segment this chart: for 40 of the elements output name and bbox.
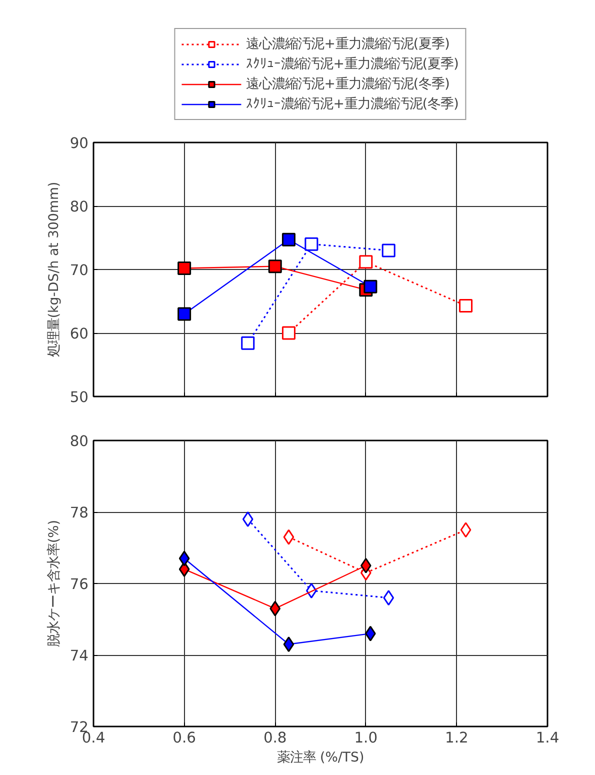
point: [304, 237, 318, 251]
point: [383, 590, 394, 606]
y-tick-label: 90: [70, 135, 89, 152]
point: [178, 307, 192, 321]
point: [178, 261, 192, 275]
point: [364, 280, 378, 294]
legend-label: 遠心濃縮汚泥+重力濃縮汚泥(冬季): [246, 76, 450, 93]
x-tick-label: 1.0: [354, 730, 378, 746]
legend-label: ｽｸﾘｭｰ濃縮汚泥+重力濃縮汚泥(夏季): [246, 56, 459, 73]
point: [359, 255, 373, 269]
y-tick-label: 76: [70, 576, 89, 593]
x-tick-label: 1.2: [445, 730, 468, 746]
x-axis-title: 薬注率 (%/TS): [276, 750, 364, 766]
point: [460, 522, 472, 538]
y-tick-label: 80: [70, 433, 89, 450]
x-tick-label: 0.6: [172, 730, 196, 746]
y-tick-label: 60: [70, 326, 89, 342]
x-tick-label: 0.8: [263, 730, 287, 746]
point: [459, 298, 473, 312]
point: [268, 260, 282, 274]
y-tick-label: 74: [70, 648, 89, 664]
point: [282, 326, 296, 340]
point: [283, 636, 294, 652]
y-axis-title: 脱水ケーキ含水率(%): [46, 520, 62, 648]
y-tick-label: 50: [70, 389, 89, 406]
y-tick-label: 80: [70, 198, 89, 216]
point: [283, 529, 294, 545]
point: [382, 244, 396, 258]
point: [241, 336, 255, 350]
y-tick-label: 78: [70, 504, 89, 522]
point: [270, 600, 281, 616]
legend-label: 遠心濃縮汚泥+重力濃縮汚泥(夏季): [246, 36, 450, 53]
y-tick-label: 70: [70, 262, 89, 279]
point: [282, 232, 296, 246]
x-tick-label: 1.4: [536, 730, 560, 746]
point: [242, 511, 254, 527]
y-axis-title: 処理量(kg-DS/h at 300mm): [46, 182, 62, 358]
legend-label: ｽｸﾘｭｰ濃縮汚泥+重力濃縮汚泥(冬季): [246, 96, 459, 113]
point: [360, 558, 372, 574]
point: [178, 550, 190, 566]
